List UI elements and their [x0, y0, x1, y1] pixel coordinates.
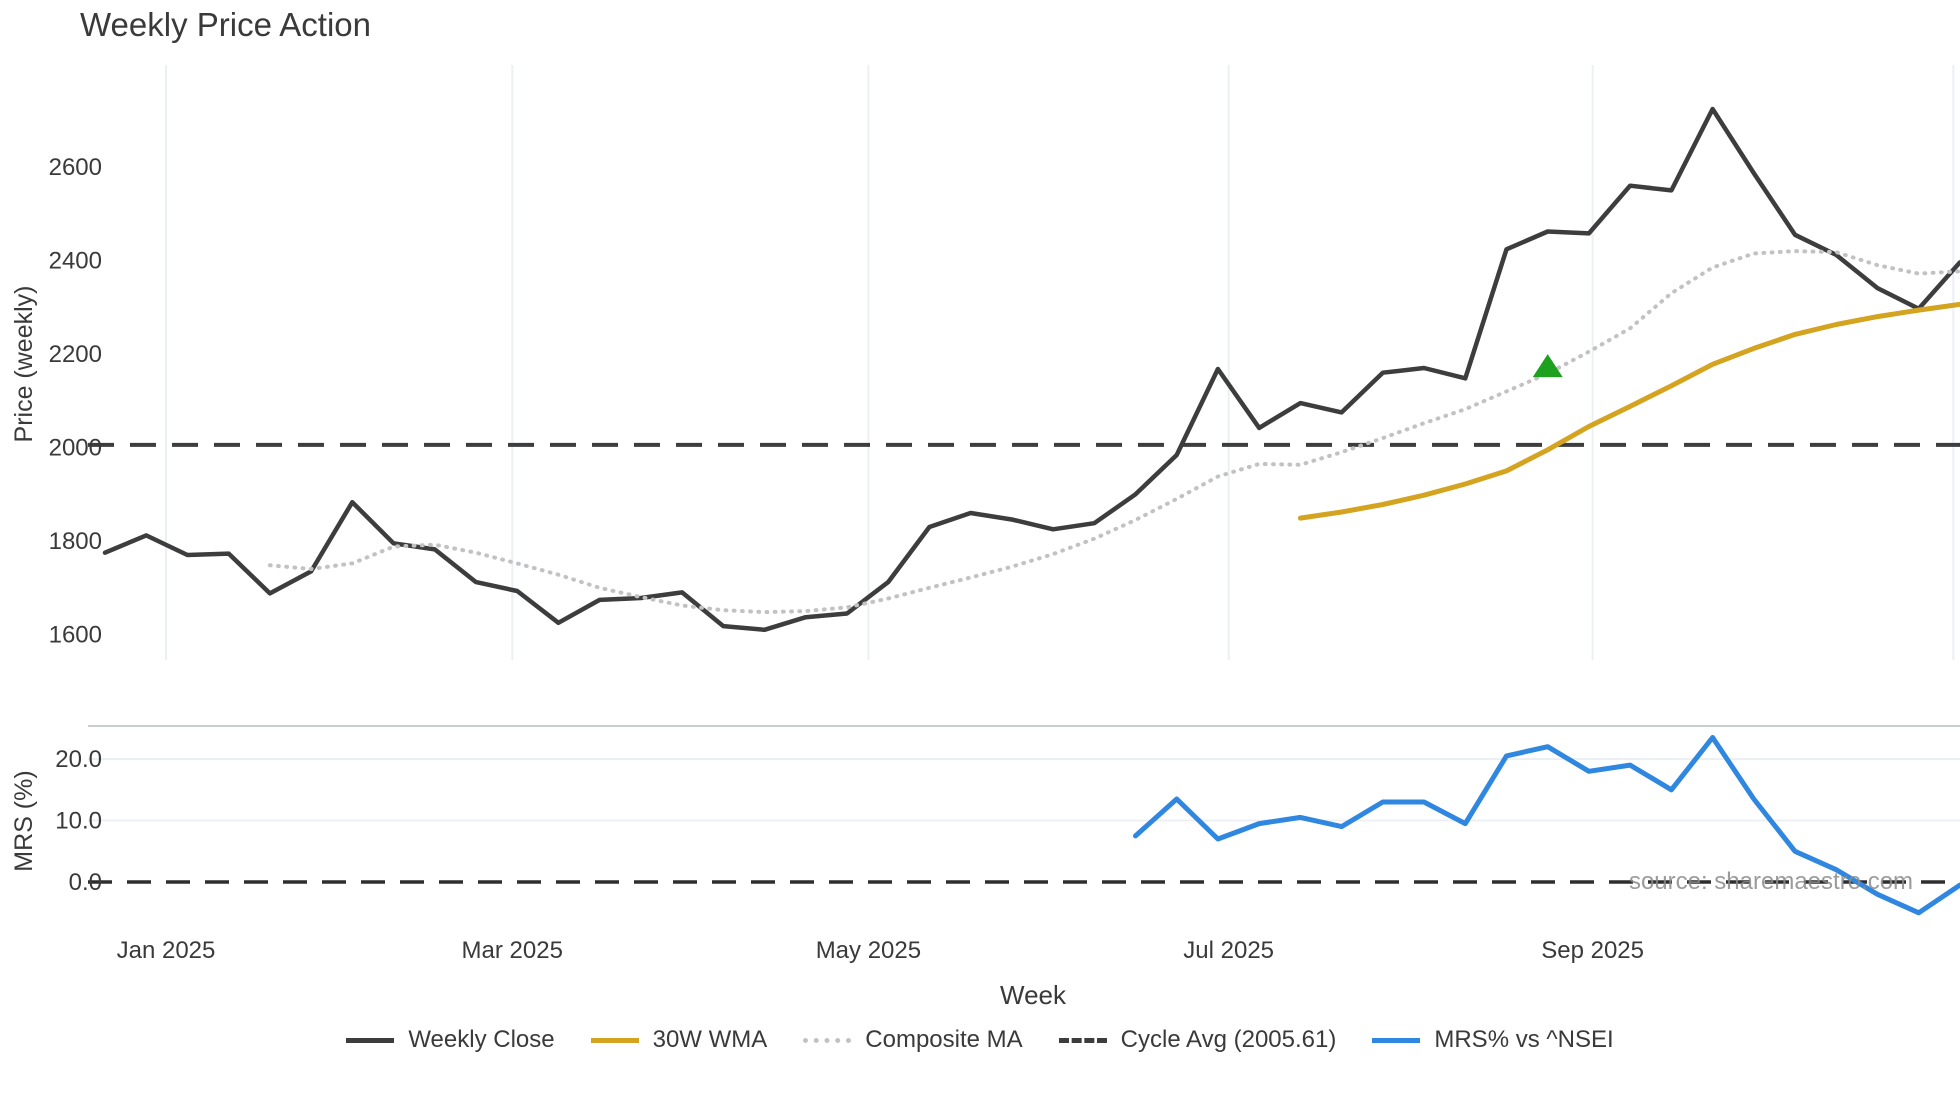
- legend-swatch-solid: [1372, 1037, 1421, 1043]
- watermark: source: sharemaestro.com: [1629, 868, 1913, 895]
- green-triangle-marker: [1532, 354, 1563, 378]
- series-mrs: [1133, 735, 1960, 916]
- price-ytick-label: 2600: [49, 154, 102, 181]
- legend-item-composite-ma: Composite MA: [803, 1026, 1023, 1054]
- legend: Weekly Close 30W WMA Composite MA Cycle Avg…: [0, 1026, 1960, 1054]
- series-layer: [88, 106, 1960, 916]
- price-ytick-label: 2400: [49, 248, 102, 275]
- legend-item-cycle-avg-2005-61-: Cycle Avg (2005.61): [1058, 1026, 1337, 1054]
- legend-label: MRS% vs ^NSEI: [1434, 1026, 1614, 1053]
- xtick-label: Sep 2025: [1541, 937, 1644, 964]
- xtick-label: May 2025: [816, 937, 921, 964]
- legend-swatch-dotted: [803, 1037, 852, 1043]
- legend-label: Cycle Avg (2005.61): [1120, 1026, 1337, 1053]
- price-ytick-label: 1600: [49, 622, 102, 649]
- mrs-ytick-label: 10.0: [55, 808, 102, 835]
- legend-label: 30W WMA: [652, 1026, 768, 1053]
- legend-item-weekly-close: Weekly Close: [346, 1026, 555, 1054]
- price-ytick-label: 2000: [49, 435, 102, 462]
- chart-title: Weekly Price Action: [80, 6, 371, 43]
- x-axis-label: Week: [1000, 980, 1067, 1010]
- legend-label: Weekly Close: [408, 1026, 555, 1053]
- price-ytick-label: 1800: [49, 528, 102, 555]
- legend-swatch-solid: [590, 1037, 639, 1043]
- legend-label: Composite MA: [865, 1026, 1023, 1053]
- xtick-label: Mar 2025: [462, 937, 563, 964]
- mrs-ytick-label: 20.0: [55, 746, 102, 773]
- price-ytick-label: 2200: [49, 341, 102, 368]
- grid-layer: [88, 65, 1960, 822]
- legend-swatch-solid: [346, 1037, 395, 1043]
- legend-item-mrs-vs-nsei: MRS% vs ^NSEI: [1372, 1026, 1614, 1054]
- xtick-label: Jan 2025: [117, 937, 216, 964]
- mrs-ytick-label: 0.0: [69, 869, 102, 896]
- legend-swatch-dashed: [1058, 1037, 1107, 1043]
- series-composite-ma: [267, 249, 1960, 615]
- xtick-label: Jul 2025: [1183, 937, 1274, 964]
- legend-item-30w-wma: 30W WMA: [590, 1026, 768, 1054]
- series-30w-wma: [1297, 301, 1960, 521]
- price-axis-label: Price (weekly): [10, 286, 38, 443]
- mrs-axis-label: MRS (%): [10, 770, 38, 871]
- tick-layer: 1600 1800 2000 2200 2400 2600 0.0 10.0 20.0 Jan 2…: [49, 154, 1644, 964]
